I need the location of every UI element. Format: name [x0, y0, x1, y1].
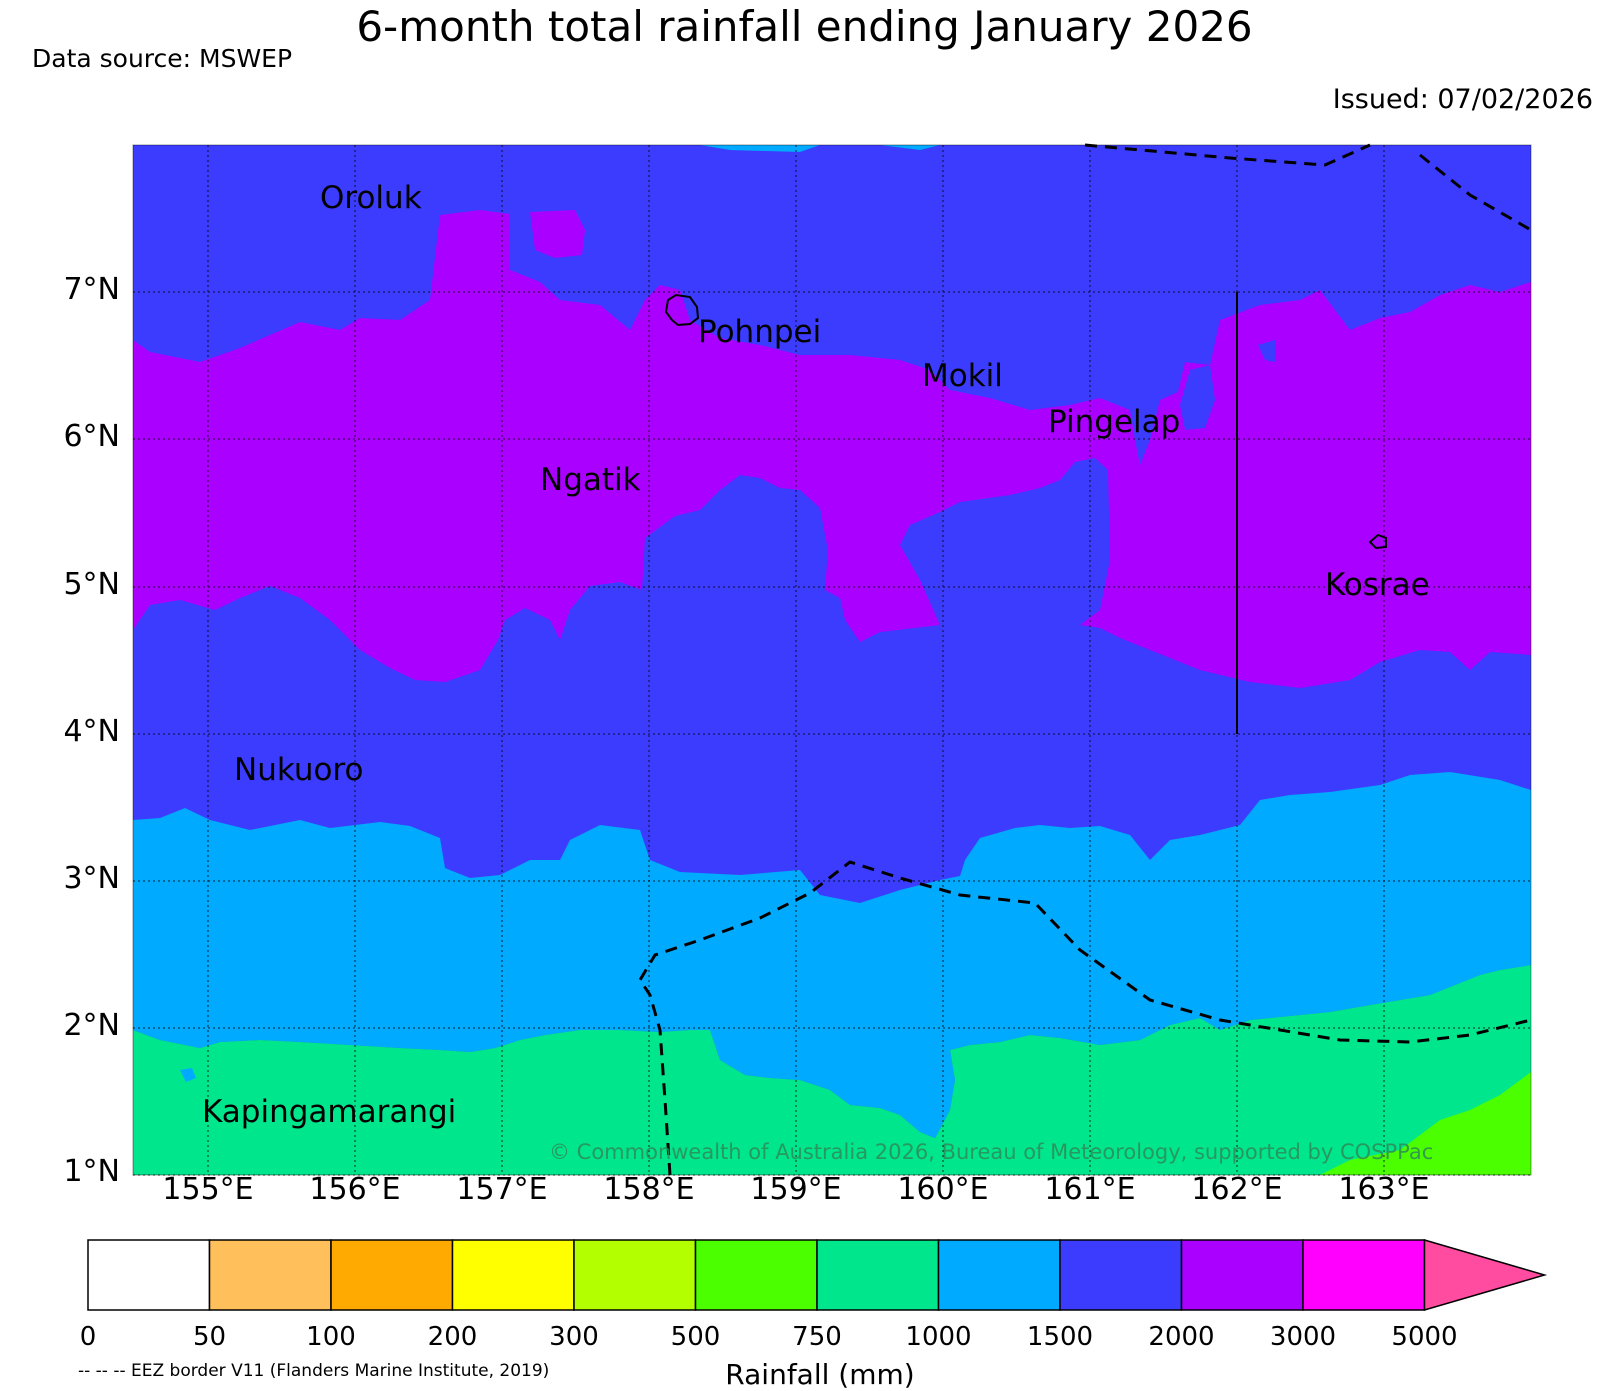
data-source: Data source: MSWEP — [32, 44, 293, 73]
colorbar-tick-label: 1500 — [1026, 1322, 1094, 1352]
rainfall-zone-2000-3000 — [133, 210, 1531, 688]
colorbar-segment — [330, 1239, 454, 1311]
lon-label: 163°E — [1338, 1172, 1430, 1207]
lat-label: 1°N — [63, 1154, 120, 1189]
map-title: 6-month total rainfall ending January 20… — [356, 2, 1253, 51]
lon-label: 159°E — [750, 1172, 842, 1207]
colorbar-segment — [816, 1239, 940, 1311]
lon-label: 161°E — [1044, 1172, 1136, 1207]
lon-label: 156°E — [309, 1172, 401, 1207]
issued-date: Issued: 07/02/2026 — [1332, 84, 1593, 115]
rainfall-zone-2000-3000-islet — [530, 210, 585, 258]
colorbar-tick-label: 300 — [549, 1322, 599, 1352]
colorbar-tick-label: 750 — [792, 1322, 842, 1352]
rainfall-zone-500-750 — [1320, 1072, 1531, 1175]
rainfall-zone-1500-hole — [1258, 340, 1275, 362]
lat-label: 3°N — [63, 861, 120, 896]
lat-label: 4°N — [63, 714, 120, 749]
colorbar-tick-label: 2000 — [1148, 1322, 1215, 1352]
rainfall-zone-750-1000 — [133, 965, 1531, 1175]
colorbar-segment — [937, 1239, 1061, 1311]
place-label-pohnpei: Pohnpei — [698, 314, 822, 350]
colorbar-tick-label: 50 — [192, 1322, 227, 1352]
colorbar-segment — [208, 1239, 332, 1311]
colorbar-tick-label: 3000 — [1269, 1322, 1337, 1352]
lon-label: 155°E — [162, 1172, 254, 1207]
colorbar-tick-label: 0 — [79, 1322, 97, 1352]
lat-label: 7°N — [63, 272, 120, 307]
map-frame — [132, 144, 1532, 1176]
colorbar-segment — [573, 1239, 697, 1311]
pohnpei-island-icon — [664, 293, 700, 327]
colorbar-segment — [87, 1239, 211, 1311]
lon-label: 160°E — [897, 1172, 989, 1207]
place-label-kosrae: Kosrae — [1325, 567, 1430, 603]
colorbar-segment — [1059, 1239, 1183, 1311]
copyright-notice: © Commonwealth of Australia 2026, Bureau… — [549, 1140, 1434, 1164]
lon-label: 157°E — [456, 1172, 548, 1207]
eez-borders — [638, 143, 1532, 1176]
lat-label: 6°N — [63, 419, 120, 454]
colorbar-tick-label: 500 — [670, 1322, 721, 1352]
rainfall-zone-1000-1500 — [133, 772, 1531, 1138]
lon-label: 158°E — [603, 1172, 695, 1207]
colorbar-extend-arrow — [1423, 1239, 1548, 1311]
place-label-oroluk: Oroluk — [320, 180, 422, 216]
lat-label: 2°N — [63, 1008, 120, 1043]
colorbar-tick-label: 100 — [306, 1322, 356, 1352]
place-label-ngatik: Ngatik — [540, 462, 641, 498]
colorbar-tick-label: 200 — [427, 1322, 478, 1352]
colorbar-segment — [1180, 1239, 1304, 1311]
rainfall-zone-750-1000-speck — [180, 1068, 196, 1082]
rainfall-zone-1500-hole — [1180, 365, 1215, 430]
lon-label: 162°E — [1191, 1172, 1283, 1207]
eez-legend-note: -- -- -- EEZ border V11 (Flanders Marine… — [78, 1361, 550, 1381]
colorbar-label: Rainfall (mm) — [725, 1358, 915, 1391]
colorbar-segment — [1302, 1239, 1426, 1311]
colorbar — [87, 1239, 1548, 1311]
colorbar-segment — [451, 1239, 575, 1311]
place-label-mokil: Mokil — [922, 358, 1003, 394]
place-label-kapingamarangi: Kapingamarangi — [202, 1094, 457, 1130]
lat-label: 5°N — [63, 567, 120, 602]
place-label-nukuoro: Nukuoro — [234, 752, 364, 788]
colorbar-segment — [694, 1239, 818, 1311]
colorbar-tick-label: 5000 — [1391, 1322, 1458, 1352]
place-label-pingelap: Pingelap — [1048, 404, 1181, 440]
colorbar-tick-label: 1000 — [905, 1322, 972, 1352]
kosrae-island-icon — [1368, 533, 1387, 550]
